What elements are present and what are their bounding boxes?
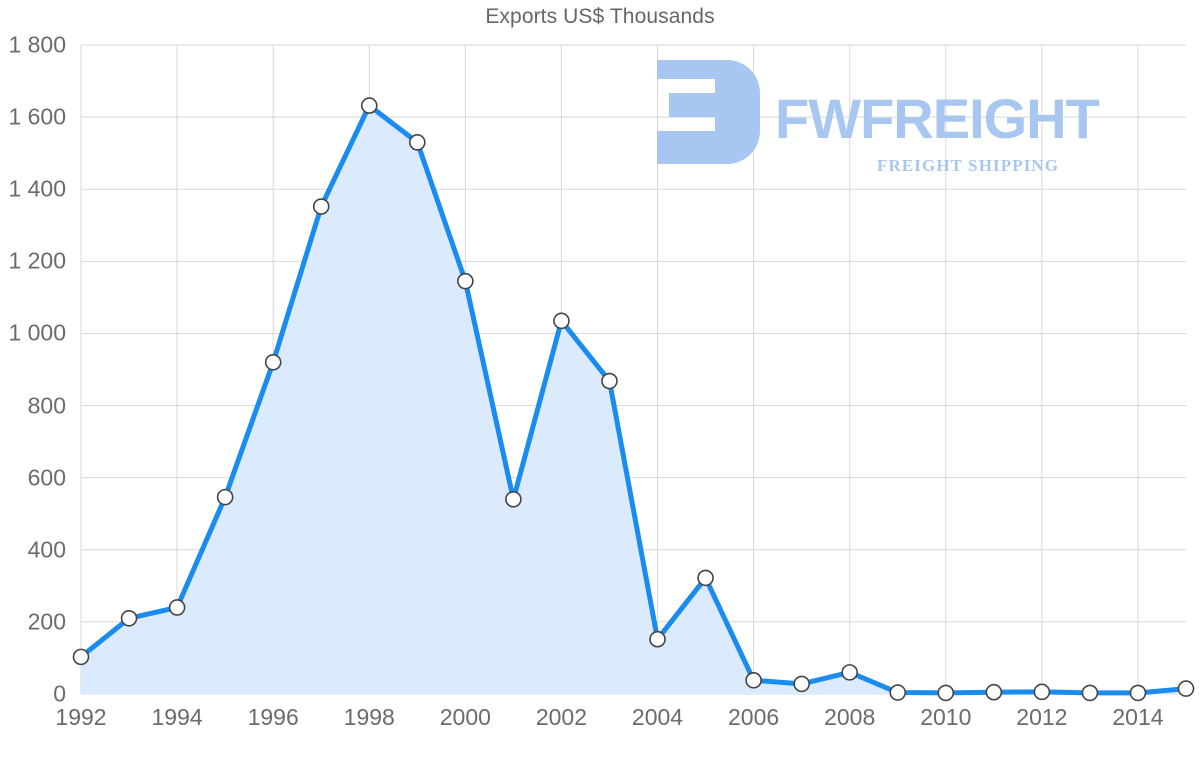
y-tick-label: 0 [53,680,66,707]
y-tick-label: 1 200 [8,247,66,274]
x-tick-label: 2014 [1112,704,1164,730]
y-tick-label: 1 000 [8,319,66,346]
x-tick-label: 2002 [535,704,588,730]
y-tick-label: 400 [27,536,66,563]
y-axis-tick-labels: 0 200 400 600 800 1 000 1 200 1 400 1 600 1 800 [0,33,66,705]
y-tick-label: 800 [27,392,66,419]
x-tick-label: 1994 [151,704,203,730]
x-tick-label: 2008 [824,704,876,730]
x-tick-label: 1996 [247,704,299,730]
x-tick-label: 1998 [343,704,395,730]
y-tick-label: 200 [27,608,66,635]
x-tick-label: 1992 [55,704,107,730]
chart-title: Exports US$ Thousands [485,5,715,28]
x-tick-label: 2010 [920,704,972,730]
x-axis-tick-labels: 1992 1994 1996 1998 2000 2002 2004 2006 2008 2010… [0,706,1200,746]
x-tick-label: 2012 [1016,704,1068,730]
x-tick-label: 2000 [439,704,491,730]
x-tick-label: 2006 [728,704,780,730]
x-tick-label: 2004 [631,704,684,730]
y-tick-label: 1 600 [8,103,66,130]
y-tick-label: 600 [27,464,66,491]
plot-area [81,45,1186,694]
y-tick-label: 1 400 [8,175,66,202]
series-exports [81,45,1186,694]
y-tick-label: 1 800 [8,31,66,58]
